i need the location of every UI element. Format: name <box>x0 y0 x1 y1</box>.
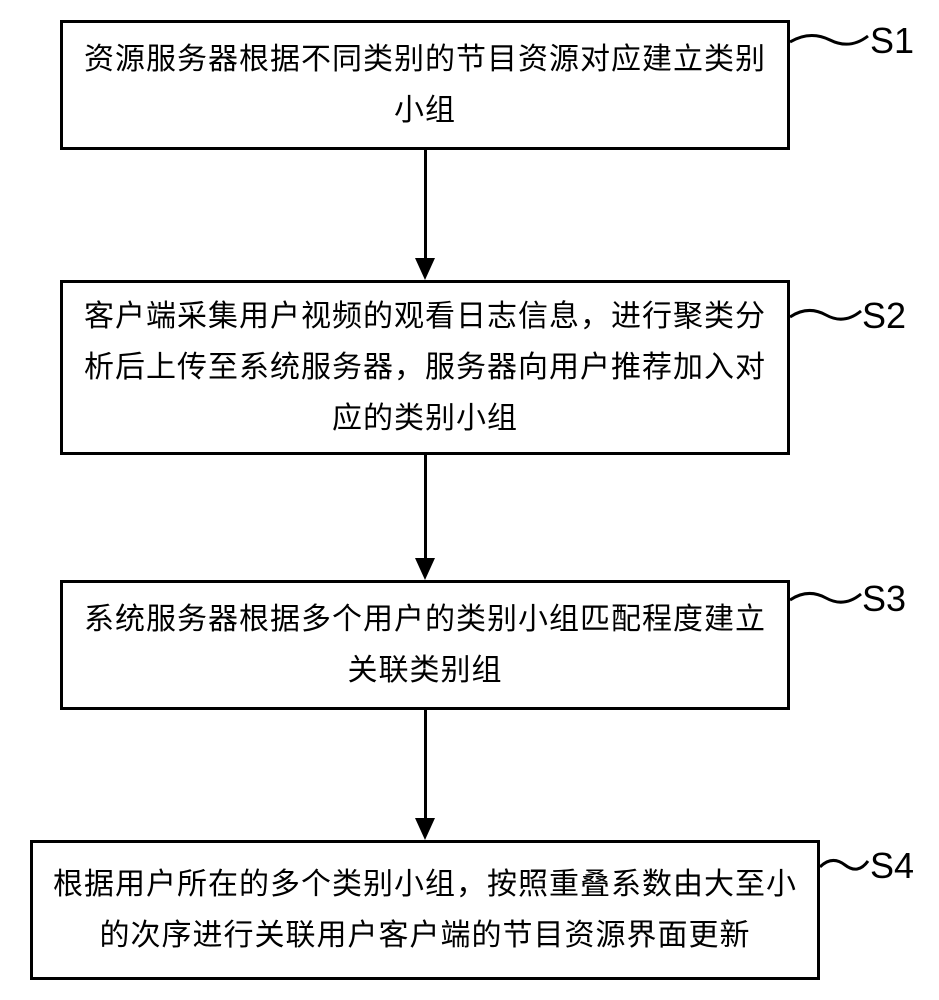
tilde-s3 <box>790 586 863 611</box>
step-s1-box: 资源服务器根据不同类别的节目资源对应建立类别小组 <box>60 20 790 150</box>
arrow-s2-s3-head <box>415 558 435 580</box>
tilde-s4 <box>820 853 870 878</box>
arrow-s1-s2-line <box>424 150 427 258</box>
arrow-s3-s4-head <box>415 818 435 840</box>
step-s2-box: 客户端采集用户视频的观看日志信息，进行聚类分析后上传至系统服务器，服务器向用户推… <box>60 280 790 455</box>
arrow-s1-s2-head <box>415 258 435 280</box>
label-s4: S4 <box>870 845 914 887</box>
label-s2: S2 <box>862 295 906 337</box>
label-s3: S3 <box>862 578 906 620</box>
step-s4-text: 根据用户所在的多个类别小组，按照重叠系数由大至小的次序进行关联用户客户端的节目资… <box>53 859 797 961</box>
step-s3-box: 系统服务器根据多个用户的类别小组匹配程度建立关联类别组 <box>60 580 790 710</box>
step-s1-text: 资源服务器根据不同类别的节目资源对应建立类别小组 <box>83 34 767 136</box>
step-s4-box: 根据用户所在的多个类别小组，按照重叠系数由大至小的次序进行关联用户客户端的节目资… <box>30 840 820 980</box>
step-s2-text: 客户端采集用户视频的观看日志信息，进行聚类分析后上传至系统服务器，服务器向用户推… <box>83 291 767 444</box>
step-s3-text: 系统服务器根据多个用户的类别小组匹配程度建立关联类别组 <box>83 594 767 696</box>
flowchart-canvas: 资源服务器根据不同类别的节目资源对应建立类别小组 S1 客户端采集用户视频的观看… <box>0 0 939 1000</box>
arrow-s3-s4-line <box>424 710 427 818</box>
arrow-s2-s3-line <box>424 455 427 558</box>
label-s1: S1 <box>870 20 914 62</box>
tilde-s1 <box>790 28 870 53</box>
tilde-s2 <box>790 303 863 328</box>
